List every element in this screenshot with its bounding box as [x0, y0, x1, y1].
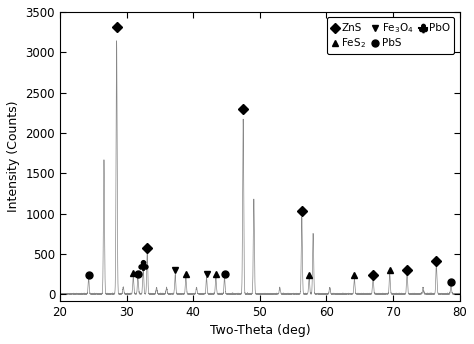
Y-axis label: Intensity (Counts): Intensity (Counts) [7, 100, 20, 212]
Legend: ZnS, FeS$_2$, Fe$_3$O$_4$, PbS, PbO: ZnS, FeS$_2$, Fe$_3$O$_4$, PbS, PbO [327, 17, 455, 54]
X-axis label: Two-Theta (deg): Two-Theta (deg) [210, 324, 310, 337]
